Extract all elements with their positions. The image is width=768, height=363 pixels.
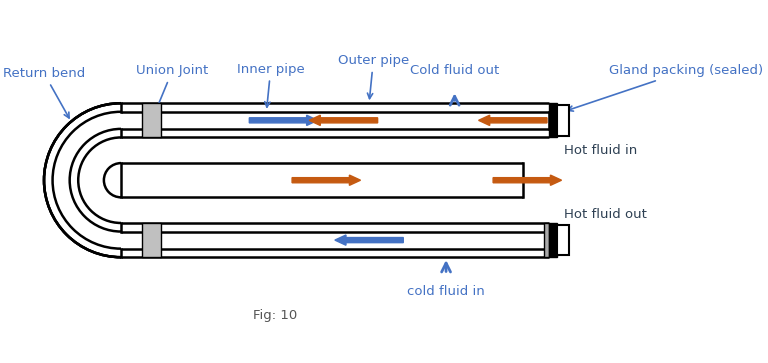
Bar <box>548 223 558 257</box>
Bar <box>142 223 161 257</box>
Text: Outer pipe: Outer pipe <box>338 54 409 99</box>
Text: Gland packing (sealed): Gland packing (sealed) <box>568 64 763 111</box>
Bar <box>545 223 548 257</box>
FancyArrow shape <box>478 115 547 126</box>
Text: Inner pipe: Inner pipe <box>237 62 305 107</box>
Bar <box>558 105 569 136</box>
FancyArrow shape <box>335 235 403 245</box>
FancyArrow shape <box>292 175 360 185</box>
FancyArrow shape <box>493 175 561 185</box>
Text: cold fluid in: cold fluid in <box>407 285 485 298</box>
Bar <box>548 103 558 138</box>
Text: Cold fluid out: Cold fluid out <box>410 64 499 77</box>
Text: Return bend: Return bend <box>3 67 85 118</box>
FancyArrow shape <box>250 115 318 126</box>
Text: Hot fluid out: Hot fluid out <box>564 208 647 221</box>
Text: Hot fluid in: Hot fluid in <box>564 144 637 157</box>
Text: Union Joint: Union Joint <box>136 64 208 116</box>
Bar <box>558 225 569 256</box>
Text: Fig: 10: Fig: 10 <box>253 309 297 322</box>
FancyArrow shape <box>310 115 378 126</box>
Bar <box>142 103 161 138</box>
